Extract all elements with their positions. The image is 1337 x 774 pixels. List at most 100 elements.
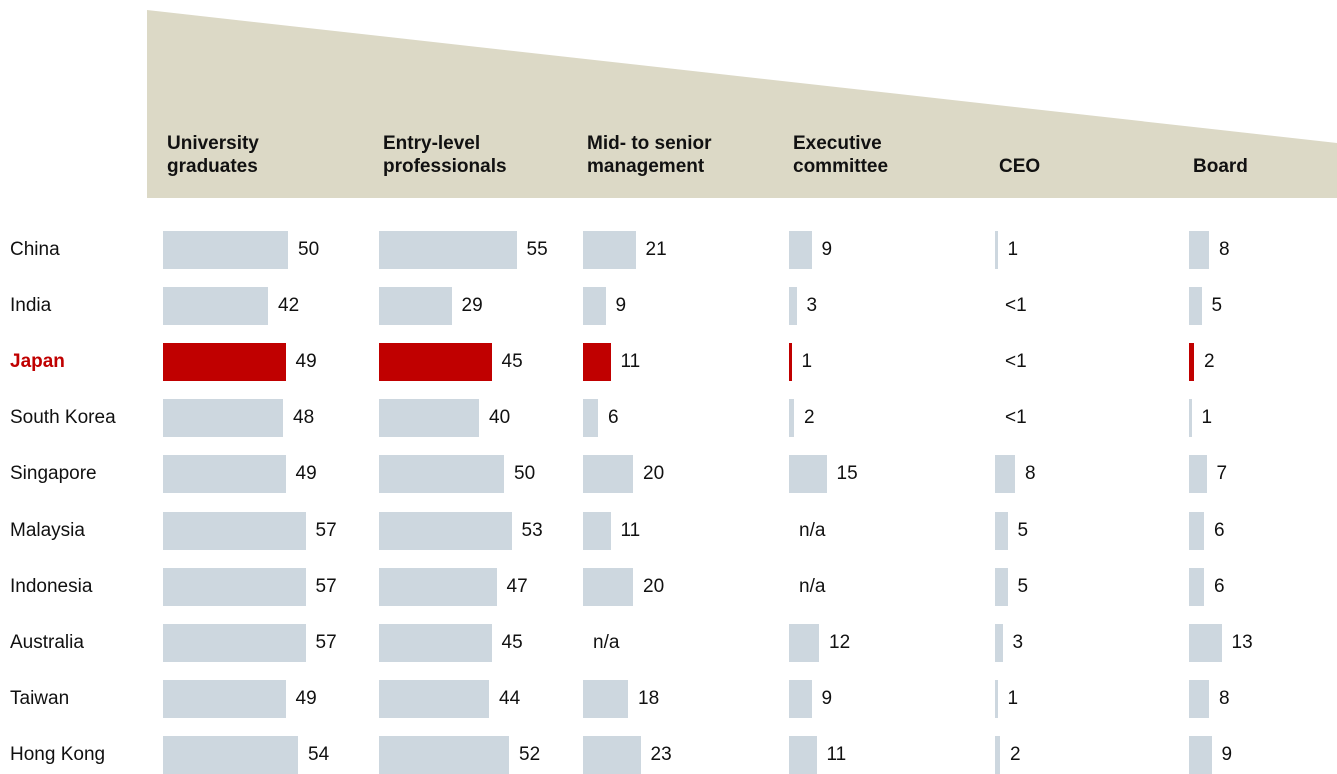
country-label: Singapore xyxy=(10,463,97,485)
value-label: 3 xyxy=(806,295,818,317)
bar xyxy=(583,735,641,774)
country-label: India xyxy=(10,295,52,317)
bar xyxy=(379,287,452,326)
value-label: 7 xyxy=(1216,463,1228,485)
value-label: 54 xyxy=(308,743,330,765)
value-label: 20 xyxy=(643,575,665,597)
value-label: n/a xyxy=(799,575,826,597)
header-band xyxy=(147,10,1337,198)
bar xyxy=(789,399,794,438)
value-label: 11 xyxy=(620,519,641,541)
value-label: 55 xyxy=(526,239,548,260)
column-header: Entry-level professionals xyxy=(383,100,583,178)
bar xyxy=(379,231,517,269)
bar xyxy=(995,679,998,718)
bar xyxy=(1189,735,1212,774)
bar xyxy=(379,567,497,606)
bar xyxy=(995,455,1015,494)
bar xyxy=(583,679,628,718)
bar xyxy=(789,455,827,494)
country-label: Indonesia xyxy=(10,575,93,597)
value-label: 40 xyxy=(489,407,511,429)
value-label: 6 xyxy=(608,407,619,429)
bar xyxy=(583,399,598,438)
value-label: 6 xyxy=(1214,575,1225,597)
bar xyxy=(163,735,298,774)
value-label: 9 xyxy=(615,295,627,317)
bar xyxy=(163,231,288,269)
value-label: 18 xyxy=(638,687,660,709)
bar xyxy=(995,231,998,269)
bar xyxy=(583,567,633,606)
value-label: 9 xyxy=(821,239,833,260)
value-label: <1 xyxy=(1005,351,1027,373)
bar xyxy=(1189,623,1222,662)
bar xyxy=(583,511,611,550)
value-label: 2 xyxy=(1204,351,1215,373)
bar xyxy=(995,511,1008,550)
value-label: 11 xyxy=(826,743,847,765)
bar xyxy=(789,735,817,774)
bar xyxy=(1189,343,1194,382)
value-label: 12 xyxy=(829,631,851,653)
bar xyxy=(1189,399,1192,438)
column-header-text: Entry-level professionals xyxy=(383,133,507,177)
country-label: Malaysia xyxy=(10,519,85,541)
column-header-text: Mid- to senior management xyxy=(587,133,712,177)
bar xyxy=(1189,455,1207,494)
country-label: Japan xyxy=(10,351,65,373)
value-label: 57 xyxy=(315,575,337,597)
value-label: 2 xyxy=(804,407,815,429)
value-label: 6 xyxy=(1214,519,1225,541)
value-label: 53 xyxy=(521,519,543,541)
value-label: 8 xyxy=(1025,463,1036,485)
bar xyxy=(379,399,479,438)
value-label: 29 xyxy=(461,295,483,317)
value-label: 57 xyxy=(315,631,337,653)
column-header: Executive committee xyxy=(793,100,993,178)
value-label: <1 xyxy=(1005,407,1027,429)
value-label: 20 xyxy=(643,463,665,485)
value-label: 23 xyxy=(650,743,672,765)
value-label: 3 xyxy=(1012,631,1024,653)
bar xyxy=(163,343,286,382)
bar xyxy=(163,679,286,718)
value-label: 1 xyxy=(1201,407,1213,429)
bar xyxy=(789,231,812,269)
bar xyxy=(379,455,504,494)
bar xyxy=(583,455,633,494)
value-label: 13 xyxy=(1231,631,1253,653)
bar xyxy=(1189,231,1209,269)
value-label: 49 xyxy=(295,463,317,485)
value-label: 8 xyxy=(1219,687,1230,709)
value-label: 1 xyxy=(801,351,813,373)
value-label: 5 xyxy=(1017,575,1029,597)
value-label: 47 xyxy=(506,575,528,597)
value-label: 45 xyxy=(501,631,523,653)
value-label: 57 xyxy=(315,519,337,541)
country-label: Australia xyxy=(10,631,84,653)
value-label: 5 xyxy=(1017,519,1029,541)
bar xyxy=(163,511,306,550)
bar xyxy=(789,343,792,382)
bar xyxy=(583,287,606,326)
value-label: 52 xyxy=(519,743,541,765)
value-label: <1 xyxy=(1005,295,1027,317)
country-label: South Korea xyxy=(10,407,116,429)
value-label: 5 xyxy=(1211,295,1223,317)
column-header: CEO xyxy=(999,100,1199,178)
bar xyxy=(163,399,283,438)
country-label: Hong Kong xyxy=(10,743,106,765)
value-label: 11 xyxy=(620,351,641,373)
value-label: 2 xyxy=(1010,743,1021,765)
bar xyxy=(789,287,797,326)
bar xyxy=(995,567,1008,606)
bar xyxy=(1189,511,1204,550)
value-label: 50 xyxy=(298,239,320,260)
column-header-text: Executive committee xyxy=(793,133,889,177)
bar xyxy=(379,679,489,718)
value-label: n/a xyxy=(799,519,826,541)
value-label: 50 xyxy=(514,463,536,485)
column-header: Board xyxy=(1193,100,1337,178)
